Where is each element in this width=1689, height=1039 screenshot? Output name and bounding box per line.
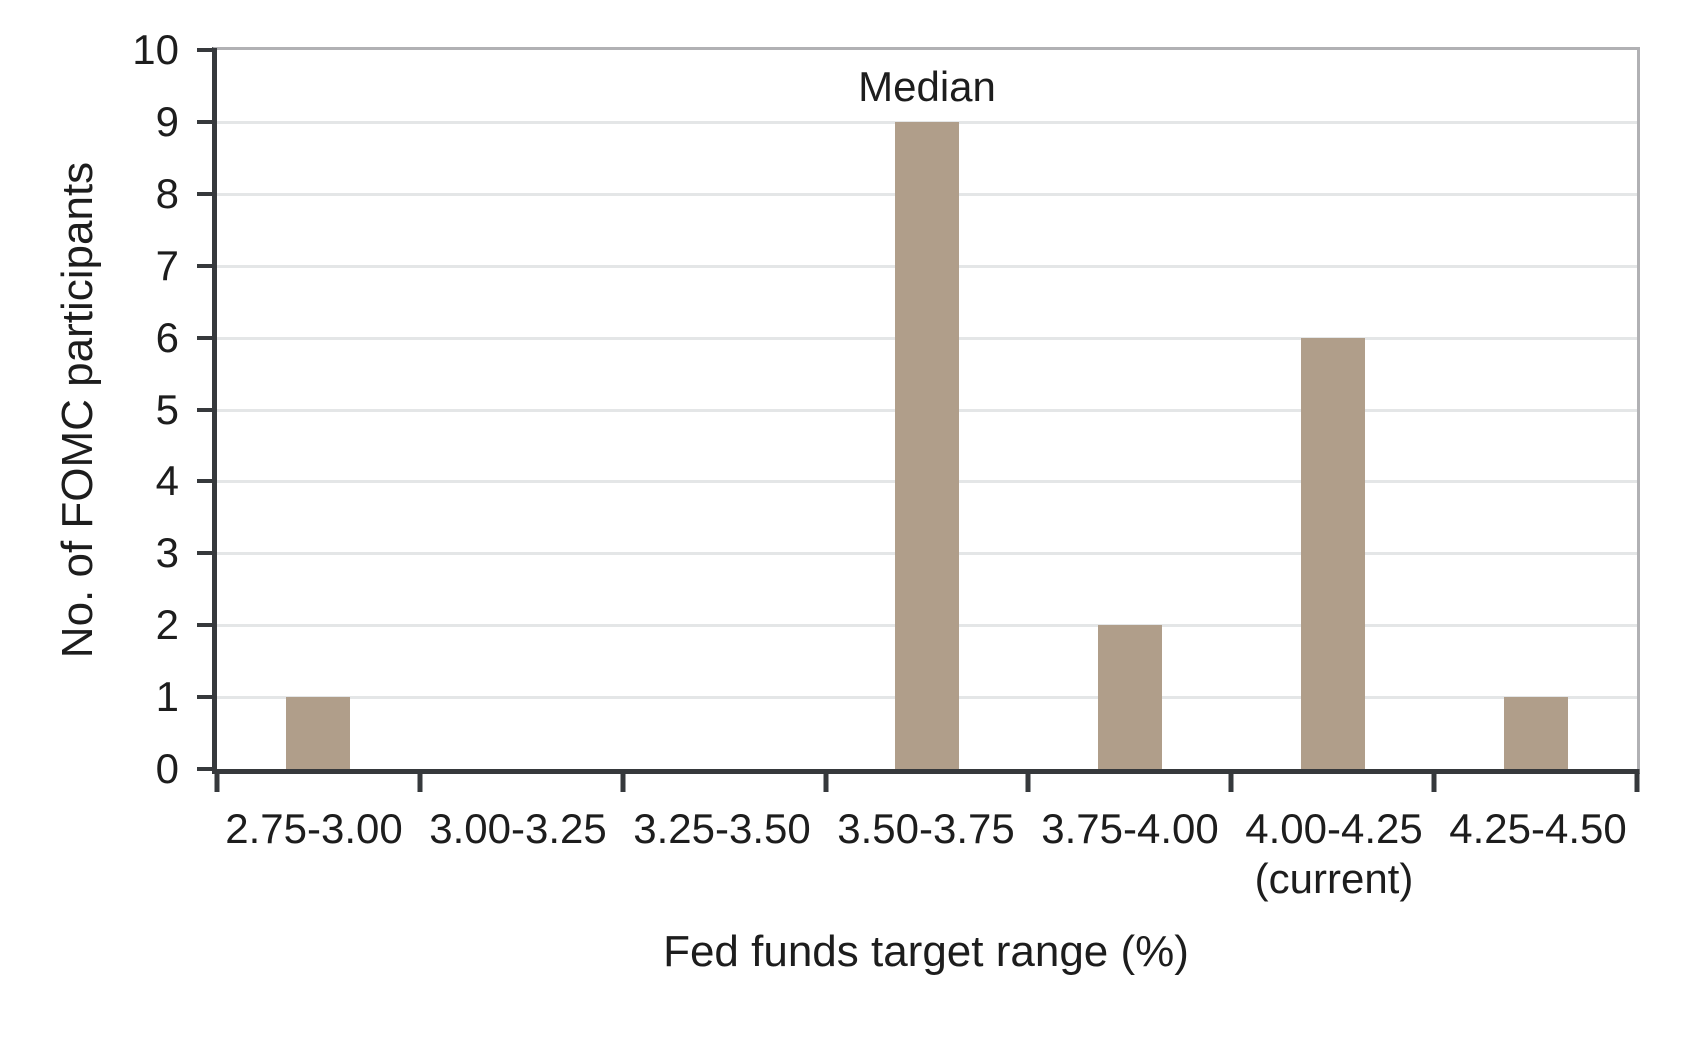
x-label-3.50-3.75: 3.50-3.75 <box>837 805 1015 852</box>
x-tick-mark-3 <box>823 769 829 792</box>
y-tick-label-9: 9 <box>155 97 179 145</box>
y-tick-label-7: 7 <box>155 241 179 289</box>
bar-slot-3.25-3.50 <box>623 50 826 769</box>
y-tick-label-2: 2 <box>155 601 179 649</box>
x-label-3.00-3.25: 3.00-3.25 <box>429 805 607 852</box>
y-tick-mark-2 <box>197 623 217 628</box>
y-tick-label-0: 0 <box>155 745 179 792</box>
x-label-4.00-4.25: 4.00-4.25 (current) <box>1232 804 1436 904</box>
median-annotation: Median <box>858 62 996 110</box>
bar-4.00-4.25 <box>1300 337 1365 769</box>
y-tick-mark-8 <box>197 191 217 196</box>
y-axis-title: No. of FOMC participants <box>53 161 102 659</box>
bar-2.75-3.00 <box>286 697 351 769</box>
y-tick-mark-0 <box>197 767 217 771</box>
bar-4.25-4.50 <box>1503 697 1568 769</box>
bar-3.50-3.75 <box>895 121 959 769</box>
y-tick-mark-3 <box>197 551 217 556</box>
bar-slot-2.75-3.00 <box>217 50 420 769</box>
bar-slot-4.00-4.25 <box>1231 50 1434 769</box>
x-tick-mark-6 <box>1431 769 1437 792</box>
y-tick-mark-4 <box>197 479 217 484</box>
x-label-3.25-3.50: 3.25-3.50 <box>633 805 811 852</box>
y-tick-mark-7 <box>197 263 217 268</box>
x-tick-mark-5 <box>1228 769 1234 792</box>
bar-slot-3.00-3.25 <box>420 50 623 769</box>
y-tick-label-3: 3 <box>155 529 179 577</box>
y-tick-label-6: 6 <box>155 313 179 361</box>
y-tick-label-5: 5 <box>155 385 179 433</box>
y-tick-mark-9 <box>197 119 217 124</box>
bar-slot-3.75-4.00 <box>1028 50 1231 769</box>
x-label-2.75-3.00: 2.75-3.00 <box>225 805 403 852</box>
bar-series <box>217 50 1637 769</box>
y-tick-label-1: 1 <box>155 673 179 721</box>
x-tick-mark-2 <box>620 769 626 792</box>
y-tick-mark-10 <box>197 48 217 52</box>
plot-area: 0 1 2 3 4 5 6 7 8 9 10 Median <box>132 29 1640 792</box>
x-sublabel-4.00-4.25: (current) <box>1254 855 1414 902</box>
y-tick-mark-5 <box>197 407 217 412</box>
bar-3.75-4.00 <box>1097 625 1162 769</box>
x-axis-title: Fed funds target range (%) <box>663 927 1189 976</box>
x-tick-mark-4 <box>1025 769 1031 792</box>
bar-slot-4.25-4.50 <box>1434 50 1637 769</box>
y-tick-label-10: 10 <box>132 26 179 73</box>
y-tick-label-8: 8 <box>155 169 179 217</box>
x-label-3.75-4.00: 3.75-4.00 <box>1041 805 1219 852</box>
x-axis-tick-labels: 2.75-3.00 3.00-3.25 3.25-3.50 3.50-3.75 3.75… <box>212 804 1640 904</box>
x-tick-mark-1 <box>417 769 423 792</box>
y-tick-mark-1 <box>197 695 217 700</box>
x-tick-mark-7 <box>1634 769 1640 792</box>
bar-slot-3.50-3.75 <box>826 50 1029 769</box>
y-tick-mark-6 <box>197 335 217 340</box>
y-tick-label-4: 4 <box>155 457 179 505</box>
x-tick-mark-0 <box>214 769 220 792</box>
x-label-4.25-4.50: 4.25-4.50 <box>1449 805 1627 852</box>
